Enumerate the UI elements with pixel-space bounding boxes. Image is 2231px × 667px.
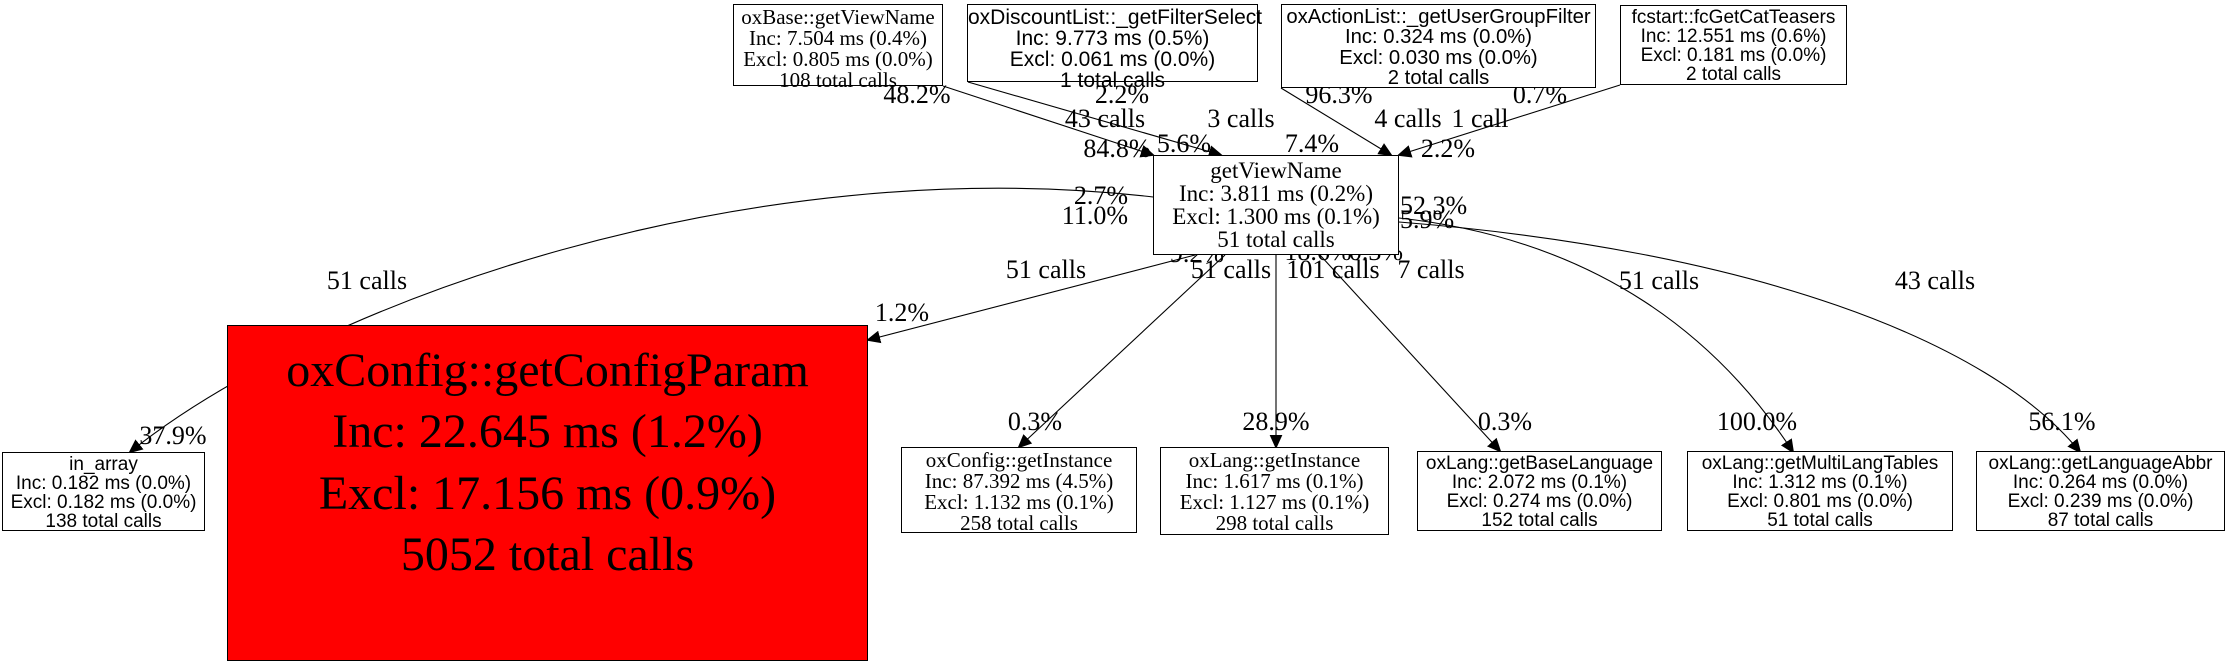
svg-text:51 calls: 51 calls <box>1006 255 1086 284</box>
svg-text:3 calls: 3 calls <box>1207 104 1274 133</box>
svg-text:4 calls: 4 calls <box>1374 104 1441 133</box>
svg-text:100.0%: 100.0% <box>1717 407 1797 436</box>
svg-text:1.2%: 1.2% <box>875 298 929 327</box>
svg-text:5.9%: 5.9% <box>1400 205 1454 234</box>
svg-text:37.9%: 37.9% <box>139 421 206 450</box>
svg-text:51 calls: 51 calls <box>327 266 407 295</box>
svg-text:7.4%: 7.4% <box>1285 129 1339 158</box>
svg-text:0.3%: 0.3% <box>1008 407 1062 436</box>
svg-text:0.3%: 0.3% <box>1478 407 1532 436</box>
svg-text:28.9%: 28.9% <box>1242 407 1309 436</box>
svg-text:2.2%: 2.2% <box>1421 134 1475 163</box>
svg-text:5.6%: 5.6% <box>1157 129 1211 158</box>
svg-text:51 calls: 51 calls <box>1191 255 1271 284</box>
svg-text:56.1%: 56.1% <box>2028 407 2095 436</box>
svg-text:51 calls: 51 calls <box>1619 266 1699 295</box>
svg-text:7 calls: 7 calls <box>1397 255 1464 284</box>
svg-text:1 call: 1 call <box>1451 104 1508 133</box>
svg-text:43 calls: 43 calls <box>1895 266 1975 295</box>
svg-text:11.0%: 11.0% <box>1062 201 1128 230</box>
svg-text:84.8%: 84.8% <box>1083 134 1150 163</box>
